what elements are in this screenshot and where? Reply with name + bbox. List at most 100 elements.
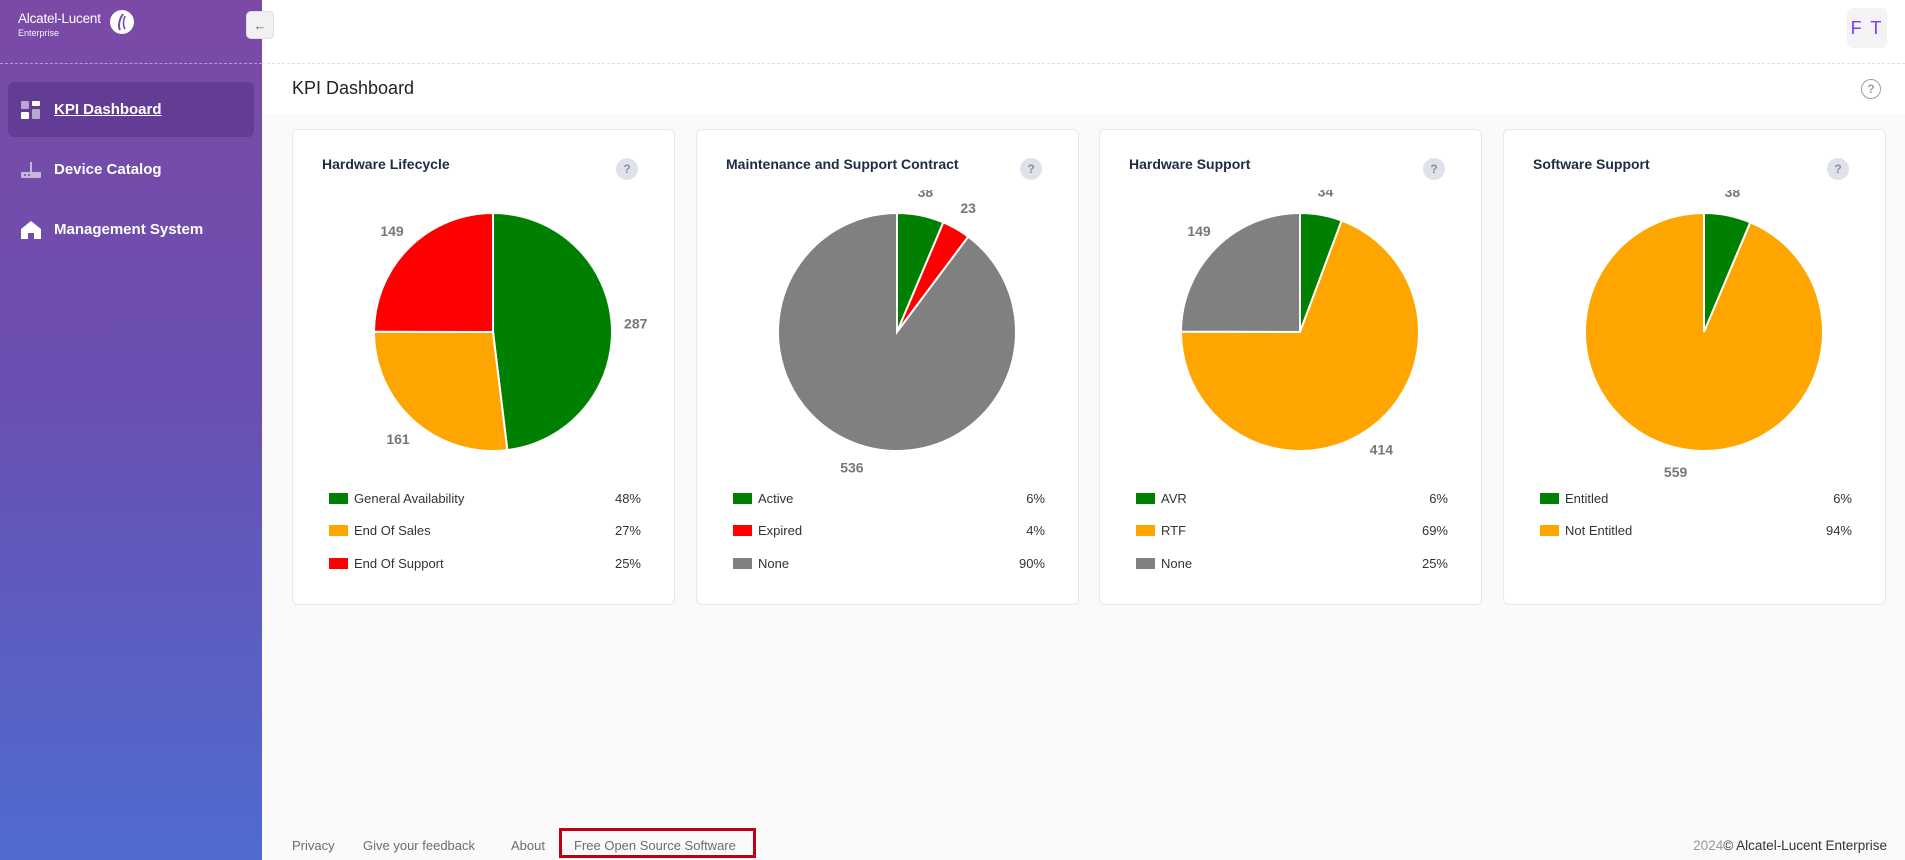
brand-name: Alcatel-Lucent: [18, 11, 101, 26]
legend-percent: 4%: [1026, 523, 1045, 539]
sidebar-item-device-catalog[interactable]: Device Catalog: [8, 142, 254, 197]
sidebar-header: Alcatel-Lucent Enterprise: [0, 0, 262, 64]
slice-value-label: 414: [1370, 442, 1394, 458]
sidebar: Alcatel-Lucent Enterprise KPI Dashboard …: [0, 0, 262, 860]
legend-percent: 90%: [1018, 555, 1045, 571]
legend-label: General Availability: [354, 490, 465, 506]
pie-chart: 38 559: [1584, 190, 1824, 480]
legend-item[interactable]: Expired 4%: [733, 515, 1045, 548]
slice-value-label: 38: [1725, 190, 1741, 200]
pie-slice[interactable]: [1584, 211, 1824, 452]
home-icon: [20, 219, 42, 241]
legend-label: Active: [758, 490, 794, 506]
help-icon[interactable]: ?: [1827, 158, 1849, 180]
legend-swatch: [329, 525, 348, 537]
topbar: F T: [262, 0, 1905, 64]
sidebar-item-label: Management System: [54, 221, 204, 238]
pie-slice[interactable]: [492, 211, 613, 452]
legend-percent: 94%: [1825, 523, 1852, 539]
legend-swatch: [329, 492, 348, 504]
help-icon[interactable]: ?: [616, 158, 638, 180]
pie-chart: 287 161 149: [372, 211, 648, 452]
page-header: KPI Dashboard ?: [262, 64, 1905, 114]
pie-slice[interactable]: [777, 211, 1017, 452]
legend-percent: 69%: [1421, 523, 1448, 539]
legend-item[interactable]: End Of Support 25%: [329, 547, 641, 580]
slice-value-label: 149: [380, 223, 404, 239]
feedback-link[interactable]: Give your feedback: [363, 838, 476, 853]
chart-card-hardware-lifecycle: Hardware Lifecycle ? 287 161 149 General A…: [292, 129, 675, 605]
legend-percent: 6%: [1429, 490, 1448, 506]
brand-mark-icon: [110, 10, 134, 34]
legend-swatch: [1136, 557, 1155, 569]
legend-percent: 6%: [1026, 490, 1045, 506]
arrow-left-icon: ←: [253, 17, 267, 33]
card-title: Software Support: [1533, 156, 1650, 172]
router-icon: [20, 159, 42, 181]
sidebar-item-kpi-dashboard[interactable]: KPI Dashboard: [8, 82, 254, 137]
about-link[interactable]: About: [511, 838, 545, 853]
copyright-year: 2024: [1693, 838, 1724, 853]
legend-percent: 25%: [614, 555, 641, 571]
card-title: Hardware Lifecycle: [322, 156, 450, 172]
legend-swatch: [1540, 525, 1559, 537]
legend-item[interactable]: Entitled 6%: [1540, 482, 1852, 515]
collapse-sidebar-button[interactable]: ←: [246, 11, 274, 39]
legend-percent: 27%: [614, 523, 641, 539]
help-icon[interactable]: ?: [1861, 79, 1881, 99]
legend-swatch: [329, 557, 348, 569]
legend-label: None: [1161, 555, 1193, 571]
legend-percent: 48%: [614, 490, 641, 506]
privacy-link[interactable]: Privacy: [292, 838, 335, 853]
legend-item[interactable]: AVR 6%: [1136, 482, 1448, 515]
legend-swatch: [1136, 525, 1155, 537]
pie-slice[interactable]: [1179, 211, 1301, 334]
legend-item[interactable]: General Availability 48%: [329, 482, 641, 515]
foss-link[interactable]: Free Open Source Software: [574, 838, 736, 853]
legend-swatch: [1540, 492, 1559, 504]
card-title: Hardware Support: [1129, 156, 1251, 172]
pie-slice[interactable]: [372, 211, 494, 334]
legend-item[interactable]: Not Entitled 94%: [1540, 515, 1852, 548]
brand-logo: Alcatel-Lucent Enterprise: [18, 10, 134, 38]
legend-item[interactable]: End Of Sales 27%: [329, 515, 641, 548]
slice-value-label: 23: [960, 200, 976, 216]
pie-chart: 34 414 149: [1179, 190, 1420, 458]
legend-item[interactable]: RTF 69%: [1136, 515, 1448, 548]
slice-value-label: 149: [1187, 223, 1211, 239]
chart-card-software-support: Software Support ? 38 559 Entitled 6% Not E…: [1503, 129, 1886, 605]
legend-swatch: [1136, 492, 1155, 504]
copyright: 2024© Alcatel-Lucent Enterprise: [1693, 838, 1887, 853]
legend-label: AVR: [1161, 490, 1187, 506]
legend-label: Entitled: [1565, 490, 1609, 506]
legend-swatch: [733, 557, 752, 569]
footer: Privacy Give your feedback About Free Op…: [262, 828, 1905, 860]
pie-slice[interactable]: [373, 330, 509, 452]
chart-legend: Active 6% Expired 4% None 90%: [733, 482, 1045, 580]
legend-label: RTF: [1161, 523, 1187, 539]
legend-item[interactable]: None 90%: [733, 547, 1045, 580]
legend-label: End Of Sales: [354, 523, 431, 539]
sidebar-item-management-system[interactable]: Management System: [8, 202, 254, 257]
legend-item[interactable]: None 25%: [1136, 547, 1448, 580]
brand-sub: Enterprise: [18, 28, 60, 38]
help-icon[interactable]: ?: [1020, 158, 1042, 180]
legend-item[interactable]: Active 6%: [733, 482, 1045, 515]
avatar[interactable]: F T: [1847, 8, 1887, 48]
sidebar-item-label: KPI Dashboard: [54, 101, 162, 118]
pie-slice[interactable]: [1180, 219, 1420, 452]
legend-percent: 25%: [1421, 555, 1448, 571]
pie-chart: 38 23 536: [777, 190, 1017, 476]
chart-card-maintenance-support: Maintenance and Support Contract ? 38 23 5…: [696, 129, 1079, 605]
chart-card-hardware-support: Hardware Support ? 34 414 149 AVR 6% RTF 69% N…: [1099, 129, 1482, 605]
page-title: KPI Dashboard: [292, 78, 415, 98]
legend-label: Expired: [758, 523, 803, 539]
legend-label: None: [758, 555, 790, 571]
chart-legend: General Availability 48% End Of Sales 27% En…: [329, 482, 641, 580]
legend-label: Not Entitled: [1565, 523, 1633, 539]
slice-value-label: 38: [918, 190, 934, 200]
foss-highlight-box: [559, 828, 756, 858]
chart-legend: Entitled 6% Not Entitled 94%: [1540, 482, 1852, 547]
sidebar-nav: KPI Dashboard Device Catalog Management …: [0, 64, 262, 257]
help-icon[interactable]: ?: [1423, 158, 1445, 180]
